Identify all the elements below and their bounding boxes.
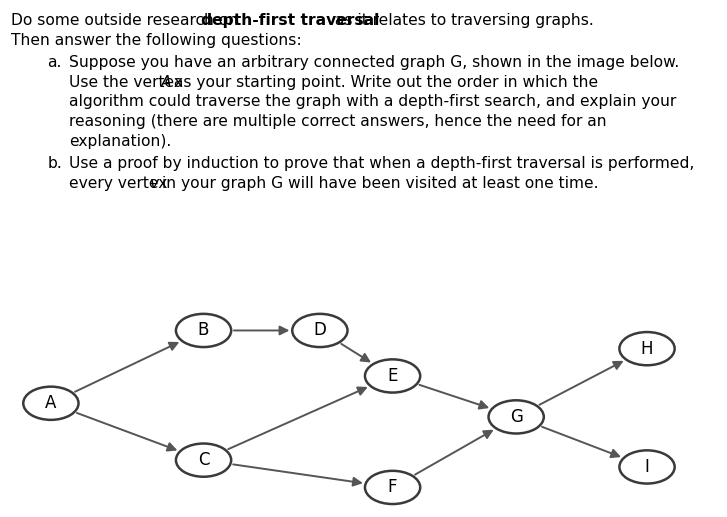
Ellipse shape — [176, 314, 231, 347]
Text: C: C — [198, 451, 209, 469]
Text: Suppose you have an arbitrary connected graph G, shown in the image below.: Suppose you have an arbitrary connected … — [69, 55, 679, 70]
Ellipse shape — [365, 471, 420, 504]
Text: D: D — [313, 322, 326, 340]
Text: explanation).: explanation). — [69, 134, 172, 149]
Text: Use a proof by induction to prove that when a depth-first traversal is performed: Use a proof by induction to prove that w… — [69, 156, 694, 171]
Text: I: I — [645, 458, 649, 476]
Text: Use the vertex: Use the vertex — [69, 75, 188, 90]
Ellipse shape — [176, 444, 231, 477]
Text: F: F — [387, 478, 398, 496]
Text: A: A — [161, 75, 172, 90]
Text: a.: a. — [47, 55, 62, 70]
Text: Then answer the following questions:: Then answer the following questions: — [11, 33, 302, 48]
Text: G: G — [510, 408, 523, 426]
Ellipse shape — [619, 332, 675, 366]
Text: reasoning (there are multiple correct answers, hence the need for an: reasoning (there are multiple correct an… — [69, 114, 607, 129]
Text: Do some outside research on: Do some outside research on — [11, 13, 243, 28]
Text: b.: b. — [47, 156, 62, 171]
Ellipse shape — [489, 400, 544, 434]
Text: as your starting point. Write out the order in which the: as your starting point. Write out the or… — [169, 75, 598, 90]
Text: B: B — [198, 322, 209, 340]
Ellipse shape — [292, 314, 348, 347]
Text: every vertex: every vertex — [69, 176, 172, 191]
Text: as it relates to traversing graphs.: as it relates to traversing graphs. — [330, 13, 594, 28]
Text: v: v — [150, 176, 159, 191]
Text: depth-first traversal: depth-first traversal — [201, 13, 379, 28]
Text: in your graph G will have been visited at least one time.: in your graph G will have been visited a… — [157, 176, 598, 191]
Ellipse shape — [23, 387, 79, 420]
Ellipse shape — [619, 450, 675, 483]
Text: H: H — [640, 340, 654, 358]
Ellipse shape — [365, 359, 420, 392]
Text: algorithm could traverse the graph with a depth-first search, and explain your: algorithm could traverse the graph with … — [69, 95, 676, 110]
Text: E: E — [387, 367, 398, 385]
Text: A: A — [45, 394, 57, 412]
